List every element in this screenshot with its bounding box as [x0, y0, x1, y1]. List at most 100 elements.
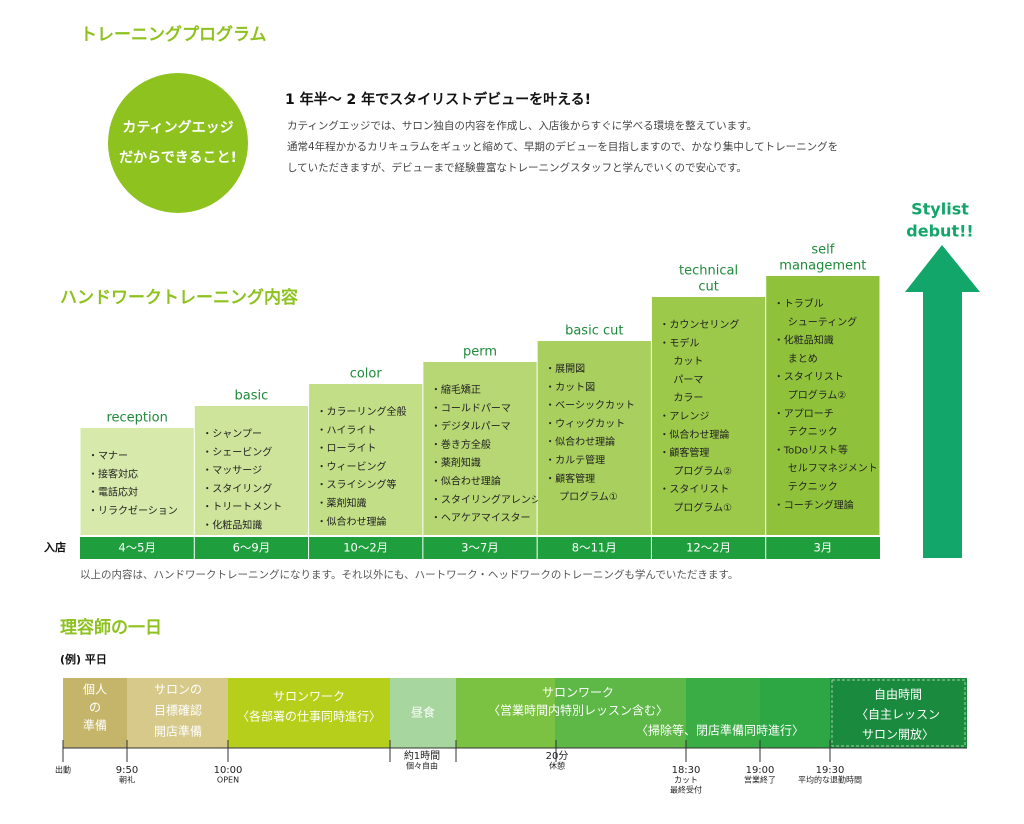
- step-item: ・カット図: [545, 381, 595, 393]
- step-item: ・スライシング等: [317, 478, 397, 491]
- badge-text: だからできること!: [119, 150, 237, 166]
- timeline-text: サロンの: [154, 683, 202, 697]
- intro-body: していただきますが、デビューまで経験豊富なトレーニングスタッフと学んでいくので安…: [287, 161, 747, 174]
- step-box: [80, 428, 194, 535]
- time-label: 最終受付: [670, 785, 702, 795]
- step-item: ・巻き方全般: [431, 438, 491, 451]
- step-name: management: [779, 259, 866, 274]
- timeline-segment: [686, 678, 760, 748]
- step-item: ・トリートメント: [202, 502, 282, 513]
- step-period: 3月: [813, 541, 832, 555]
- step-name: basic: [235, 389, 269, 404]
- timeline-segment: [760, 678, 830, 748]
- step-item: テクニック: [788, 481, 838, 493]
- time-label: 出動: [55, 765, 71, 775]
- timeline-text: 〈掃除等、閉店準備同時進行〉: [636, 723, 804, 738]
- step-item: ・ウィッグカット: [545, 417, 625, 430]
- timeline-text: 個人: [83, 683, 107, 697]
- free-time-border: [831, 679, 966, 747]
- time-label: 営業終了: [744, 775, 776, 785]
- step-period: 10〜2月: [343, 541, 388, 555]
- time-label: OPEN: [217, 776, 239, 785]
- step-item: ・ベーシックカット: [545, 400, 635, 412]
- timeline-text: 準備: [83, 718, 107, 733]
- timeline-text: 自由時間: [874, 688, 922, 702]
- goal-text: Stylist: [911, 200, 969, 219]
- step-item: ・デジタルパーマ: [431, 420, 511, 433]
- step-item: ・カラーリング全般: [317, 405, 407, 418]
- step-item: カット: [673, 356, 703, 368]
- step-item: ・似合わせ理論: [659, 428, 729, 441]
- step-box: [766, 276, 880, 535]
- step-period: 12〜2月: [686, 541, 731, 555]
- step-box: [423, 362, 537, 535]
- step-item: ・似合わせ理論: [545, 435, 615, 448]
- step-item: ・接客対応: [88, 467, 138, 480]
- step-item: ・スタイリスト: [774, 371, 844, 383]
- step-item: ・マッサージ: [202, 465, 262, 477]
- step-item: ・スタイリング: [202, 482, 272, 495]
- time-label: 10:00: [214, 765, 243, 776]
- section-title: トレーニングプログラム: [80, 24, 267, 45]
- day-subtitle: (例) 平日: [60, 652, 107, 666]
- step-item: セルフマネジメント: [788, 463, 878, 475]
- time-label: 18:30: [672, 765, 701, 776]
- section-title: ハンドワークトレーニング内容: [60, 287, 298, 308]
- step-item: ・顧客管理: [659, 446, 709, 459]
- step-item: ・シェービング: [202, 445, 272, 458]
- timeline-segment: [456, 678, 555, 748]
- step-item: ・アプローチ: [774, 408, 834, 420]
- step-item: ・スタイリスト: [659, 484, 729, 496]
- timeline-text: 昼食: [411, 705, 435, 720]
- start-label: 入店: [44, 540, 66, 554]
- step-name: technical: [679, 264, 738, 279]
- step-name: cut: [698, 280, 718, 295]
- step-item: ・コールドパーマ: [431, 402, 511, 414]
- step-item: シューティング: [788, 315, 857, 328]
- step-name: color: [350, 367, 383, 382]
- step-period: 6〜9月: [233, 541, 271, 555]
- time-label: 19:00: [746, 765, 775, 776]
- timeline-text: サロンワーク: [542, 686, 614, 700]
- step-item: ・薬剤知識: [431, 456, 481, 469]
- intro-heading: 1 年半〜 2 年でスタイリストデビューを叶える!: [285, 91, 591, 108]
- timeline-text: 開店準備: [154, 724, 202, 739]
- step-item: プログラム②: [788, 389, 847, 402]
- timeline-text: 〈自主レッスン: [856, 708, 940, 722]
- timeline-segment: [390, 678, 456, 748]
- step-name: perm: [463, 345, 497, 360]
- step-item: ・アレンジ: [659, 412, 709, 423]
- time-label: 19:30: [816, 765, 845, 776]
- timeline-text: サロン開放〉: [862, 727, 934, 742]
- step-item: ・モデル: [659, 336, 699, 349]
- timeline-text: 〈営業時間内特別レッスン含む〉: [488, 703, 668, 718]
- step-item: ・縮毛矯正: [431, 383, 481, 396]
- step-item: ・電話応対: [88, 486, 138, 499]
- step-item: テクニック: [788, 426, 838, 438]
- timeline-segment: [228, 678, 390, 748]
- step-item: ・ウィービング: [317, 460, 387, 473]
- step-item: ・化粧品知識: [774, 334, 834, 347]
- step-item: ・スタイリングアレンジ: [431, 493, 541, 506]
- timeline-text: の: [89, 701, 101, 715]
- timeline-segment: [555, 678, 686, 748]
- step-item: ・ヘアケアマイスター: [431, 512, 531, 524]
- step-item: ・ハイライト: [317, 424, 377, 436]
- step-item: ・ToDoリスト等: [774, 443, 848, 456]
- step-item: ・カウンセリング: [659, 318, 739, 331]
- badge-circle: [108, 73, 248, 213]
- timeline-segment: [127, 678, 228, 748]
- badge-text: カティングエッジ: [122, 119, 233, 136]
- time-label: 約1時間: [404, 749, 440, 762]
- time-label: カット: [674, 776, 698, 785]
- step-name: reception: [106, 411, 167, 426]
- period-band: [80, 537, 880, 559]
- step-item: ・薬剤知識: [317, 497, 367, 510]
- step-item: ・コーチング理論: [774, 498, 854, 511]
- step-item: ・マナー: [88, 450, 128, 462]
- time-label: 20分: [546, 750, 569, 762]
- step-period: 8〜11月: [572, 541, 617, 555]
- step-item: ・ローライト: [317, 443, 377, 455]
- step-name: basic cut: [565, 324, 623, 339]
